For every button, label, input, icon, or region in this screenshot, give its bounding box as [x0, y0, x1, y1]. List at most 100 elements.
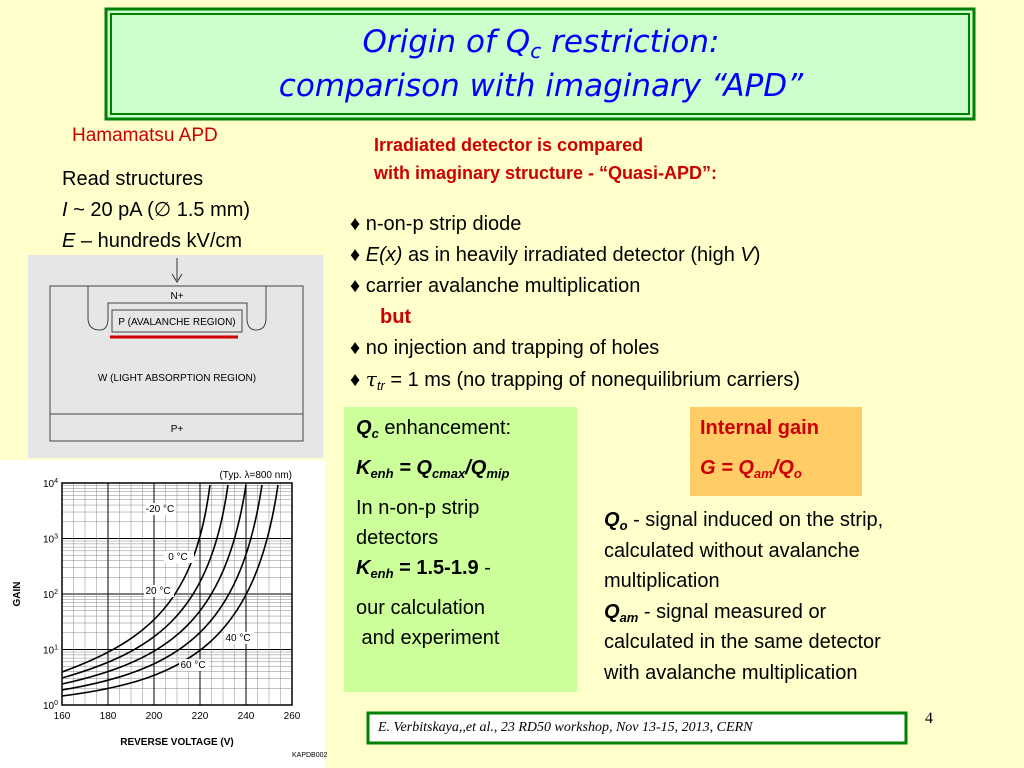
temp-label: 40 °C — [225, 633, 250, 644]
graph-grid — [61, 482, 293, 706]
arrow-head — [171, 273, 183, 283]
curve — [61, 484, 247, 685]
t: Q — [604, 509, 620, 531]
title: Origin of Qc restriction: comparison wit… — [112, 14, 970, 114]
line: Read structures — [62, 168, 204, 190]
line: Internal gain — [700, 417, 819, 439]
t: no injection and trapping of holes — [365, 337, 660, 359]
x-tick-label: 260 — [284, 711, 301, 722]
t: enhancement: — [378, 417, 512, 439]
x-tick-label: 200 — [146, 711, 163, 722]
t: am — [619, 609, 639, 625]
x-tick-label: 160 — [54, 711, 71, 722]
t: mip — [486, 465, 510, 481]
t: n-on-p strip diode — [365, 213, 522, 235]
t: τ — [365, 367, 377, 391]
line: calculated without avalanche — [604, 539, 860, 562]
y-tick-label: 104 — [43, 478, 58, 490]
green-box — [344, 407, 577, 692]
t: ) — [753, 244, 761, 266]
t: E(x) — [365, 244, 403, 266]
tick-exp: 4 — [54, 478, 58, 485]
y-tick-label: 100 — [43, 700, 58, 712]
orange-box — [690, 407, 862, 496]
n-region — [87, 286, 267, 331]
green-text: Qc enhancement: Kenh = Qcmax/Qmip In n-o… — [356, 413, 511, 653]
x-tick-label: 180 — [100, 711, 117, 722]
title-box — [104, 7, 976, 121]
t: – hundreds kV/cm — [75, 230, 243, 252]
left-text: Read structures I ~ 20 pA (∅ 1.5 mm) E –… — [62, 164, 250, 257]
bullet: ♦ τtr = 1 ms (no trapping of nonequilibr… — [350, 367, 800, 393]
curve — [61, 484, 263, 691]
graph-code: KAPDB002 — [292, 752, 328, 759]
t: - — [478, 557, 491, 579]
line: Qam - signal measured or — [604, 597, 883, 628]
t: Origin of Q — [362, 24, 531, 60]
line: In n-on-p strip — [356, 497, 480, 519]
line: Qc enhancement: — [356, 413, 511, 443]
line: G = Qam/Qo — [700, 453, 819, 483]
line: calculated in the same detector — [604, 631, 881, 653]
bullets: ♦ n-on-p strip diode ♦ E(x) as in heavil… — [350, 209, 800, 396]
right-heading: Irradiated detector is compared with ima… — [374, 131, 717, 187]
t: o — [619, 517, 628, 533]
diagram-labels: N+ P (AVALANCHE REGION) W (LIGHT ABSORPT… — [12, 291, 328, 759]
line: with imaginary structure - “Quasi-APD”: — [374, 163, 718, 183]
notes: Qo - signal induced on the strip, calcul… — [604, 505, 883, 688]
tick-exp: 1 — [54, 645, 58, 652]
line: I ~ 20 pA (∅ 1.5 mm) — [62, 195, 250, 226]
y-tick-label: 101 — [43, 645, 58, 657]
t: V — [740, 244, 754, 266]
line: and experiment — [356, 627, 500, 649]
title-box-inner — [110, 13, 970, 115]
temp-bg — [164, 551, 194, 563]
t: - signal measured or — [638, 600, 827, 623]
t: carrier avalanche multiplication — [365, 275, 641, 297]
footer-ref: E. Verbitskaya,,et al., 23 RD50 workshop… — [378, 720, 753, 735]
x-tick-label: 220 — [192, 711, 209, 722]
y-tick-label: 103 — [43, 534, 58, 546]
line: Kenh = 1.5-1.9 - — [356, 553, 511, 583]
t: - signal induced on the strip, — [627, 509, 884, 531]
line: Kenh = Qcmax/Qmip — [356, 453, 511, 483]
t: c — [530, 39, 542, 64]
t: Q — [356, 417, 372, 439]
diagram-bg — [28, 255, 323, 458]
tick-base: 10 — [43, 646, 55, 657]
device — [49, 285, 304, 442]
temp-bg — [144, 585, 174, 597]
t: I — [62, 199, 68, 221]
w-label: W (LIGHT ABSORPTION REGION) — [98, 373, 256, 384]
t: G = Q — [700, 457, 754, 479]
line: Qo - signal induced on the strip, — [604, 505, 883, 536]
line: with avalanche multiplication — [604, 661, 858, 684]
tick-base: 10 — [43, 535, 55, 546]
temp-label: -20 °C — [146, 504, 174, 515]
p-region — [111, 309, 243, 333]
t: = 1 ms (no trapping of nonequilibrium ca… — [384, 369, 800, 391]
page-number: 4 — [925, 710, 933, 727]
t: Q — [604, 600, 620, 623]
line: multiplication — [604, 570, 720, 592]
t: tr — [376, 377, 385, 393]
t: = Q — [393, 457, 432, 479]
pp-label: P+ — [171, 424, 184, 435]
curve — [61, 484, 211, 673]
y-tick-label: 102 — [43, 589, 58, 601]
t: /Q — [465, 457, 487, 479]
left-heading: Hamamatsu APD — [72, 125, 218, 146]
t: E — [62, 230, 76, 252]
t: restriction: — [541, 24, 720, 60]
n-label: N+ — [170, 291, 183, 302]
t: enh — [370, 465, 394, 481]
bullet: ♦ no injection and trapping of holes — [350, 337, 660, 359]
but: but — [380, 306, 412, 328]
tick-exp: 2 — [54, 589, 58, 596]
title-line: Origin of Qc restriction: — [112, 20, 970, 64]
line: detectors — [356, 527, 439, 549]
curves — [61, 484, 279, 697]
